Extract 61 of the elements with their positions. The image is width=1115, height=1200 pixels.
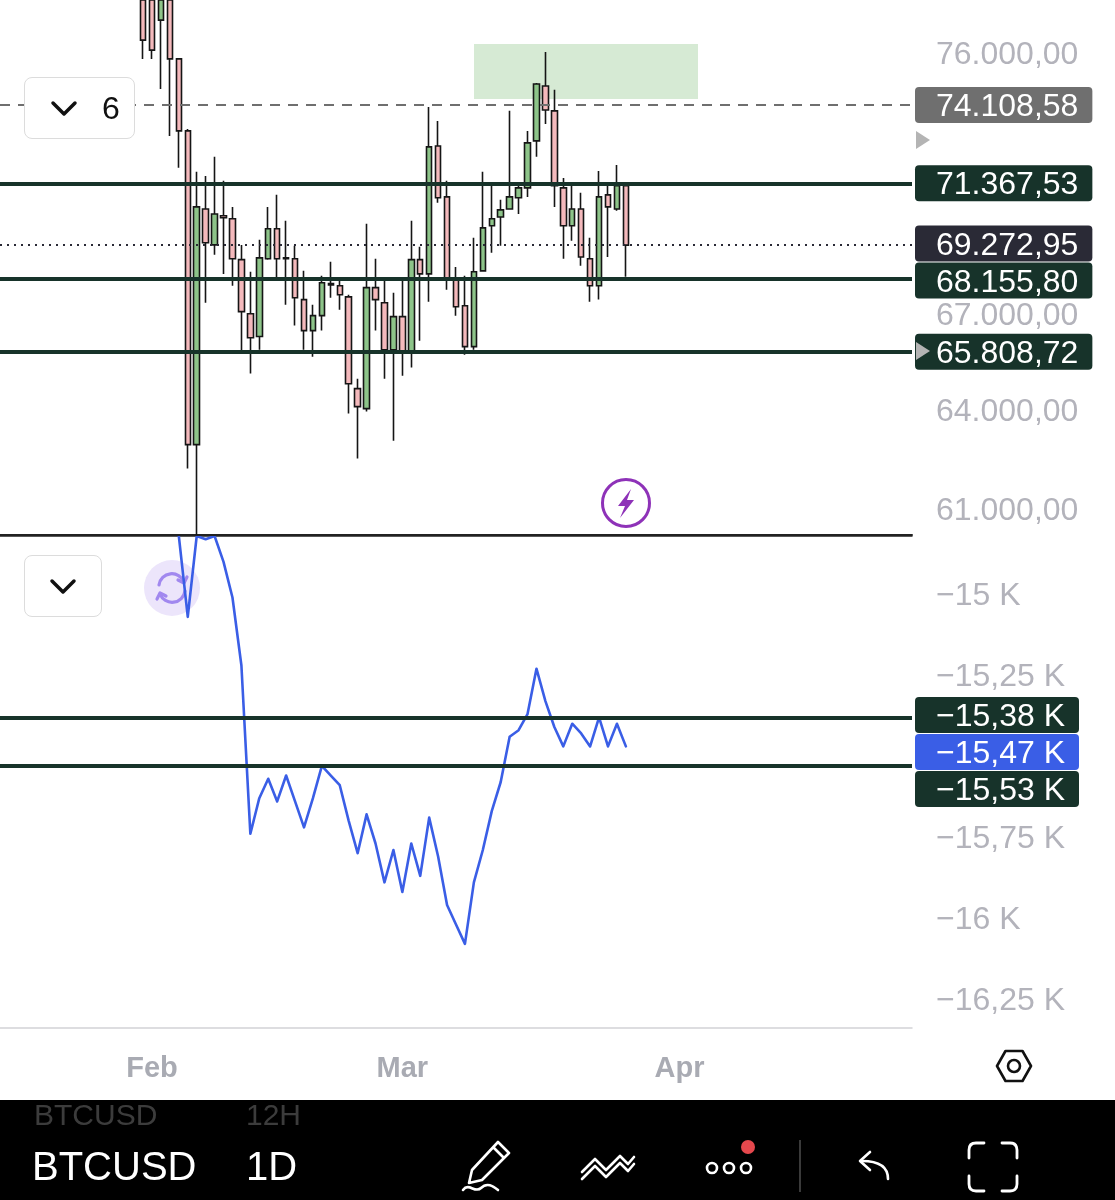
ref-line-label: 74.108,58	[936, 86, 1079, 123]
candlestick	[541, 51, 550, 125]
candlestick	[201, 175, 210, 304]
ref-line-label: 69.272,95	[936, 225, 1079, 262]
y-tick-label: 76.000,00	[936, 34, 1079, 71]
candlestick	[175, 58, 183, 169]
candlestick	[344, 293, 353, 415]
candlestick	[425, 106, 433, 303]
candlestick	[559, 177, 568, 260]
candlestick	[496, 199, 505, 247]
text: 12H	[246, 1098, 302, 1131]
ref-line-label: −15,53 K	[936, 771, 1065, 807]
candlestick	[416, 245, 424, 342]
candlestick	[479, 171, 487, 273]
ref-line-label: 71.367,53	[936, 165, 1079, 202]
candlestick	[550, 89, 559, 208]
candlestick	[228, 206, 237, 287]
text: −15,47 K	[915, 734, 1079, 770]
y-tick-label: −15,75 K	[936, 819, 1065, 856]
candlestick	[362, 222, 371, 413]
candlestick	[219, 180, 228, 275]
candlestick	[613, 164, 621, 212]
candlestick	[532, 82, 541, 158]
candlestick	[300, 270, 308, 351]
candlestick	[488, 185, 496, 254]
candlestick	[282, 219, 290, 306]
candlestick	[371, 257, 380, 332]
candlestick	[139, 0, 147, 60]
y-tick-label: 61.000,00	[936, 491, 1079, 528]
x-tick-label: Mar	[376, 1050, 429, 1083]
dropdown-button: 6	[24, 77, 135, 139]
candlestick	[461, 274, 469, 356]
candlestick	[192, 171, 201, 536]
y-tick-label: 64.000,00	[936, 391, 1079, 428]
candlestick	[148, 0, 156, 60]
candlestick	[318, 274, 326, 332]
annotation: 6	[102, 90, 120, 126]
candlestick	[389, 292, 398, 442]
y-tick-label: −15,25 K	[936, 657, 1065, 694]
text: 1D	[246, 1144, 298, 1188]
candlestick	[327, 260, 335, 299]
y-tick-label: −16,25 K	[936, 980, 1065, 1017]
candlestick	[157, 0, 165, 90]
x-tick-label: Feb	[126, 1050, 178, 1083]
candlestick	[353, 377, 362, 460]
candlestick	[577, 192, 585, 267]
candlestick	[166, 0, 174, 137]
text: BTCUSD	[32, 1144, 197, 1188]
ref-line-label: 65.808,72	[936, 333, 1079, 370]
ref-line-label: −15,38 K	[936, 697, 1065, 733]
y-tick-label: −15 K	[936, 576, 1021, 613]
x-tick-label: Apr	[654, 1050, 705, 1083]
y-tick-label: 67.000,00	[936, 296, 1079, 333]
ref-line-label: 68.155,80	[936, 262, 1079, 299]
candlestick	[246, 270, 255, 375]
y-tick-label: −16 K	[936, 899, 1021, 936]
candlestick	[505, 110, 514, 211]
text: BTCUSD	[34, 1098, 158, 1131]
candlestick	[210, 156, 219, 256]
candlestick	[264, 206, 272, 261]
candlestick	[309, 304, 317, 358]
